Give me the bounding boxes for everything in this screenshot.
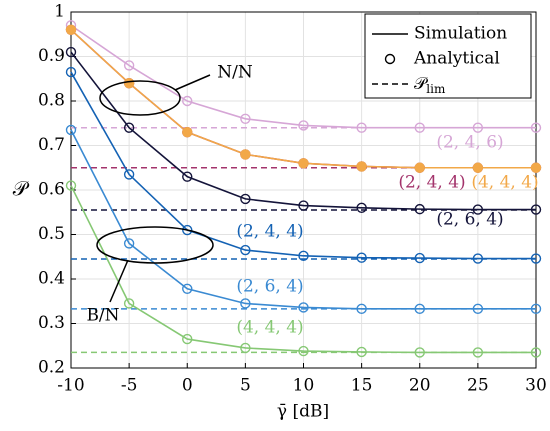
y-tick-label: 0.2: [38, 358, 65, 378]
marker: [182, 95, 193, 107]
marker: [414, 252, 425, 264]
series-label: (2, 6, 4): [236, 277, 303, 297]
marker: [240, 244, 251, 256]
marker: [530, 204, 542, 215]
marker: [65, 66, 77, 78]
y-tick-label: 0.4: [38, 269, 65, 289]
marker: [414, 203, 425, 215]
marker: [530, 122, 542, 133]
marker: [356, 161, 367, 172]
y-axis-label: 𝒫: [13, 177, 30, 201]
marker: [414, 162, 425, 173]
marker: [530, 347, 542, 358]
marker: [298, 250, 309, 262]
annotation-ellipse: [96, 226, 214, 264]
series-line: [70, 24, 536, 129]
marker: [530, 253, 542, 264]
annotation: B/N: [86, 306, 119, 326]
marker: [414, 303, 425, 315]
marker: [123, 77, 135, 89]
y-tick-label: 0.5: [38, 224, 65, 244]
marker: [240, 149, 251, 160]
marker: [182, 224, 193, 236]
marker: [240, 298, 251, 309]
x-tick-label: -5: [121, 376, 138, 396]
marker: [414, 347, 425, 358]
legend-subscript: lim: [426, 82, 446, 96]
marker: [240, 342, 251, 354]
y-tick-label: 0.9: [38, 46, 65, 66]
x-axis-label: γ̄ [dB]: [277, 402, 329, 422]
marker: [65, 24, 77, 35]
x-tick-label: 25: [467, 376, 489, 396]
marker: [472, 204, 484, 215]
marker: [123, 122, 135, 133]
series-label: (4, 4, 4): [236, 318, 303, 338]
series-line: [70, 71, 536, 260]
series-label: (2, 4, 4): [398, 173, 465, 193]
x-tick-label: 30: [525, 376, 547, 396]
legend-label: Simulation: [414, 24, 507, 44]
legend-label: Analytical: [413, 49, 500, 69]
legend-label: 𝒫lim: [414, 74, 446, 96]
marker: [298, 120, 309, 131]
marker: [298, 302, 309, 313]
marker: [298, 345, 309, 357]
marker: [65, 180, 77, 191]
marker: [123, 298, 135, 309]
y-tick-label: 0.3: [38, 313, 65, 333]
x-tick-label: 5: [240, 376, 251, 396]
x-tick-label: -10: [57, 376, 84, 396]
annotation: N/N: [217, 63, 253, 83]
marker: [182, 283, 193, 294]
x-tick-label: 0: [182, 376, 193, 396]
series-line: [70, 129, 536, 310]
marker: [240, 193, 251, 205]
y-tick-label: 0.6: [38, 180, 65, 200]
annotation-pointer: [174, 74, 211, 91]
y-tick-label: 1: [54, 2, 65, 22]
legend-swatch: [384, 53, 396, 65]
series-label: (2, 4, 6): [436, 133, 503, 153]
marker: [298, 200, 309, 211]
x-tick-label: 10: [293, 376, 315, 396]
annotation-ellipse: [99, 80, 181, 116]
marker: [414, 122, 425, 133]
marker: [123, 238, 135, 249]
marker: [472, 122, 484, 133]
marker: [356, 122, 367, 133]
marker: [472, 253, 484, 264]
marker: [240, 113, 251, 125]
marker: [530, 162, 542, 173]
marker: [65, 124, 77, 136]
marker: [472, 303, 484, 315]
series-line: [70, 185, 536, 354]
y-tick-label: 0.7: [38, 135, 65, 155]
marker: [123, 60, 135, 71]
series-label: (2, 6, 4): [436, 210, 503, 230]
marker: [182, 171, 193, 182]
marker: [356, 202, 367, 214]
legend-symbol: 𝒫: [414, 74, 428, 94]
marker: [123, 169, 135, 180]
marker: [298, 158, 309, 169]
marker: [530, 303, 542, 315]
marker: [182, 333, 193, 345]
marker: [356, 303, 367, 315]
series-label: (2, 4, 4): [236, 222, 303, 242]
marker: [182, 126, 193, 138]
x-tick-label: 20: [409, 376, 431, 396]
marker: [356, 252, 367, 263]
marker: [356, 346, 367, 358]
marker: [65, 46, 77, 58]
marker: [472, 162, 484, 173]
y-tick-label: 0.8: [38, 91, 65, 111]
series-line: [70, 51, 536, 211]
series-label: (4, 4, 4): [471, 173, 538, 193]
legend: Simulation Analytical 𝒫lim: [364, 13, 532, 99]
x-tick-label: 15: [351, 376, 373, 396]
marker: [472, 347, 484, 358]
annotation-pointer: [109, 259, 129, 303]
